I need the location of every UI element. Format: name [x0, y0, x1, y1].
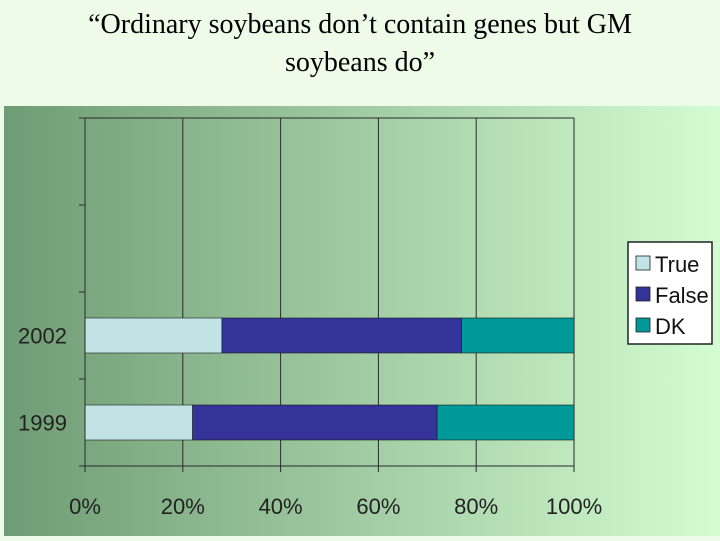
bar-segment-true-1999	[84, 404, 193, 441]
y-category-label: 1999	[18, 411, 67, 436]
legend-swatch-dk	[635, 317, 651, 333]
legend-label-false: False	[655, 283, 709, 308]
legend-swatch-false	[635, 286, 651, 302]
x-tick-label: 20%	[161, 494, 205, 519]
x-tick-label: 80%	[454, 494, 498, 519]
y-category-label: 2002	[18, 324, 67, 349]
bar-segment-false-2002	[221, 317, 462, 354]
bar-segment-dk-1999	[436, 404, 575, 441]
chart-container: 0% 20% 40% 60% 80% 100% 2002 1999 True False DK	[4, 106, 720, 536]
legend-label-dk: DK	[655, 314, 686, 339]
x-tick-label: 40%	[259, 494, 303, 519]
x-tick-label: 0%	[69, 494, 101, 519]
stacked-bar-chart: 0% 20% 40% 60% 80% 100% 2002 1999 True False DK	[4, 106, 720, 536]
bar-segment-true-2002	[84, 317, 223, 354]
legend-swatch-true	[635, 255, 651, 271]
legend-label-true: True	[655, 252, 699, 277]
bar-segment-false-1999	[192, 404, 438, 441]
slide-title-line1: “Ordinary soybeans don’t contain genes b…	[88, 9, 632, 40]
x-tick-label: 100%	[546, 494, 602, 519]
x-tick-label: 60%	[356, 494, 400, 519]
bar-segment-dk-2002	[461, 317, 575, 354]
slide-title-line2: soybeans do”	[284, 47, 436, 78]
slide-title: “Ordinary soybeans don’t contain genes b…	[0, 6, 720, 82]
